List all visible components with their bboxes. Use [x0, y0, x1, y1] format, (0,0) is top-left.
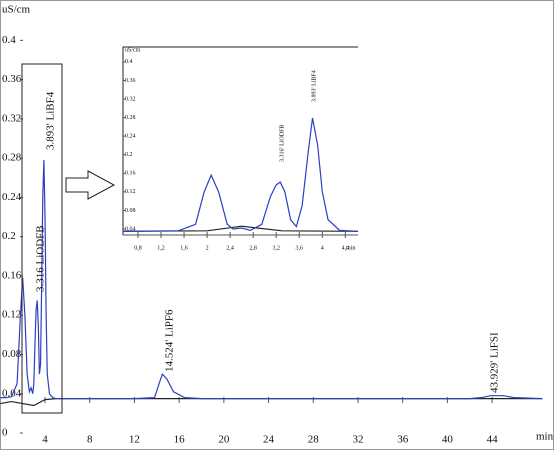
x-tick-label: 2 [206, 245, 209, 251]
x-tick-label: 16 [174, 434, 186, 446]
y-tick-label: 0.4 [2, 34, 16, 46]
peak-label: 3.893' LiBF4 [45, 91, 57, 150]
x-tick-label: 40 [442, 434, 454, 446]
y-tick-label: 0.24 [2, 191, 22, 203]
y-tick-label: 0 [2, 427, 8, 439]
y-axis-label: uS/cm [2, 4, 31, 16]
x-tick-label: 3,6 [296, 245, 304, 251]
x-axis-label: min [536, 431, 554, 443]
inset-chart: uS/cm min 0.04 0.08 0.12 0.16 0.2 0.24 0.28 0.32 0… [122, 46, 359, 251]
x-tick-label: 4,4 [342, 245, 350, 251]
y-tick-label: 0.16 [2, 269, 22, 281]
zoom-box [21, 63, 63, 414]
y-tick-label: 0.24 [125, 134, 136, 140]
x-tick-label: 2,4 [226, 245, 234, 251]
x-axis-label: min [346, 245, 355, 251]
y-tick-label: 0.32 [2, 112, 21, 124]
y-axis-label: uS/cm [125, 47, 141, 53]
peak-label: 43.929' LiFSI [489, 332, 501, 393]
x-tick-label: 36 [397, 434, 409, 446]
trace [0, 160, 543, 400]
x-tick-label: 44 [487, 434, 499, 446]
x-tick-label: 8 [87, 434, 93, 446]
x-tick-label: 28 [308, 434, 320, 446]
y-tick-label: 0.28 [125, 115, 136, 121]
peak-label: 14.524' LiPF6 [164, 309, 176, 372]
x-tick-label: 24 [263, 434, 275, 446]
y-tick-label: 0.36 [2, 73, 22, 85]
x-tick-label: 1,6 [180, 245, 188, 251]
y-tick-label: 0.36 [125, 78, 136, 84]
y-tick-label: 0.2 [2, 230, 16, 242]
y-tick-label: 0.08 [2, 348, 22, 360]
x-tick-label: 12 [129, 434, 140, 446]
y-tick-label: 0.12 [125, 189, 136, 195]
inset-bg [117, 42, 363, 259]
peak-label: 3.893' LiBF4 [311, 70, 317, 102]
arrow [65, 170, 116, 200]
x-tick-label: 20 [218, 434, 230, 446]
y-tick-label: 0.04 [125, 226, 136, 232]
x-tick-label: 32 [352, 434, 363, 446]
x-tick-label: 2,8 [249, 245, 257, 251]
y-tick-label: 0.2 [125, 152, 133, 158]
x-tick-label: 3,2 [272, 245, 280, 251]
x-tick-label: 4 [42, 434, 48, 446]
y-tick-label: 0.4 [125, 59, 133, 65]
main-chart: uS/cmmin00.040.080.120.160.20.240.280.32… [0, 4, 554, 446]
x-tick-label: 0,8 [134, 245, 142, 251]
y-tick-label: 0.04 [2, 387, 22, 399]
trace [122, 117, 359, 232]
y-tick-label: 0.08 [125, 208, 136, 214]
y-tick-label: 0.28 [2, 152, 22, 164]
x-tick-label: 4 [321, 245, 324, 251]
y-tick-label: 0.12 [2, 309, 21, 321]
x-tick-label: 1,2 [157, 245, 165, 251]
axis [122, 46, 358, 235]
y-tick-label: 0.16 [125, 171, 136, 177]
y-tick-label: 0.32 [125, 96, 136, 102]
peak-label: 3.316' LiODFB [279, 125, 285, 162]
peak-label: 3.316 LiODFB [35, 225, 47, 292]
